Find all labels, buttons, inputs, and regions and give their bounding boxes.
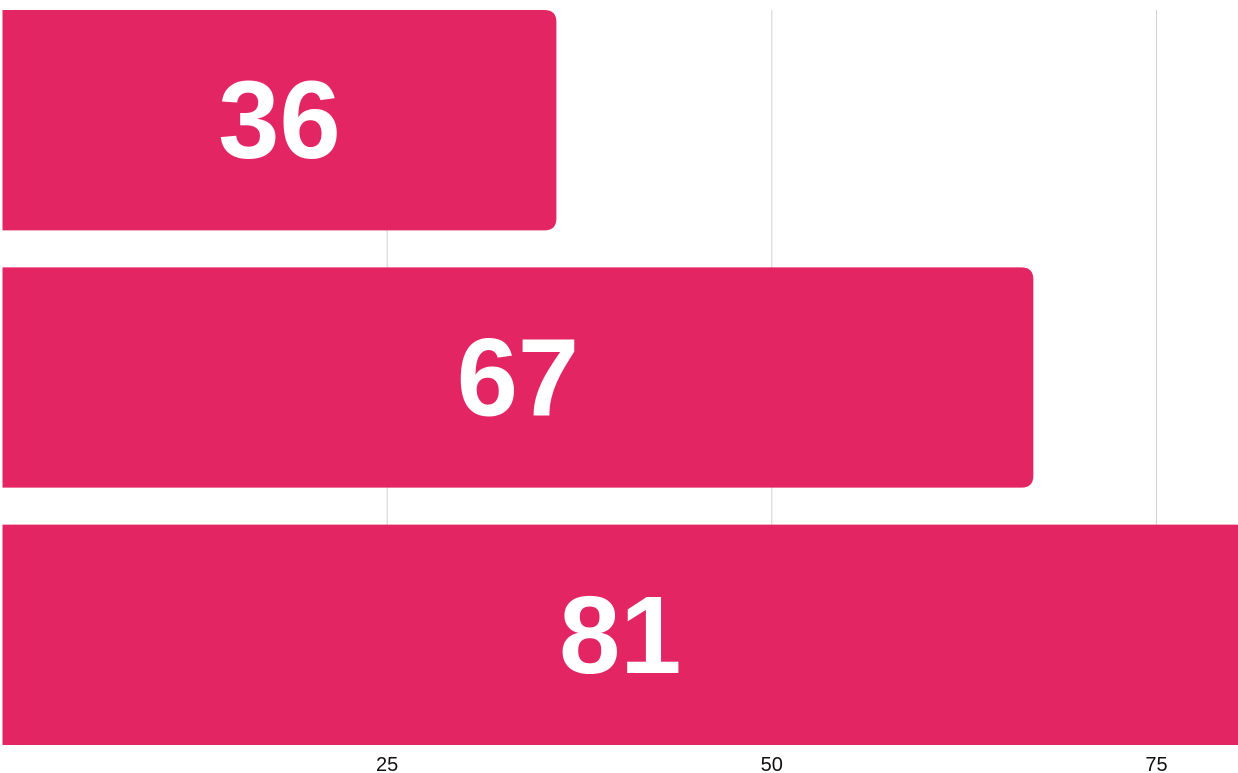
value-label: 67 [457, 317, 579, 440]
bar [2, 267, 1034, 488]
value-label: 81 [559, 574, 681, 697]
x-tick-label: 25 [376, 754, 398, 773]
bar [2, 10, 557, 231]
x-tick-label: 50 [761, 754, 783, 773]
bar [2, 524, 1238, 745]
x-tick-label: 75 [1145, 754, 1167, 773]
value-label: 36 [218, 59, 340, 182]
